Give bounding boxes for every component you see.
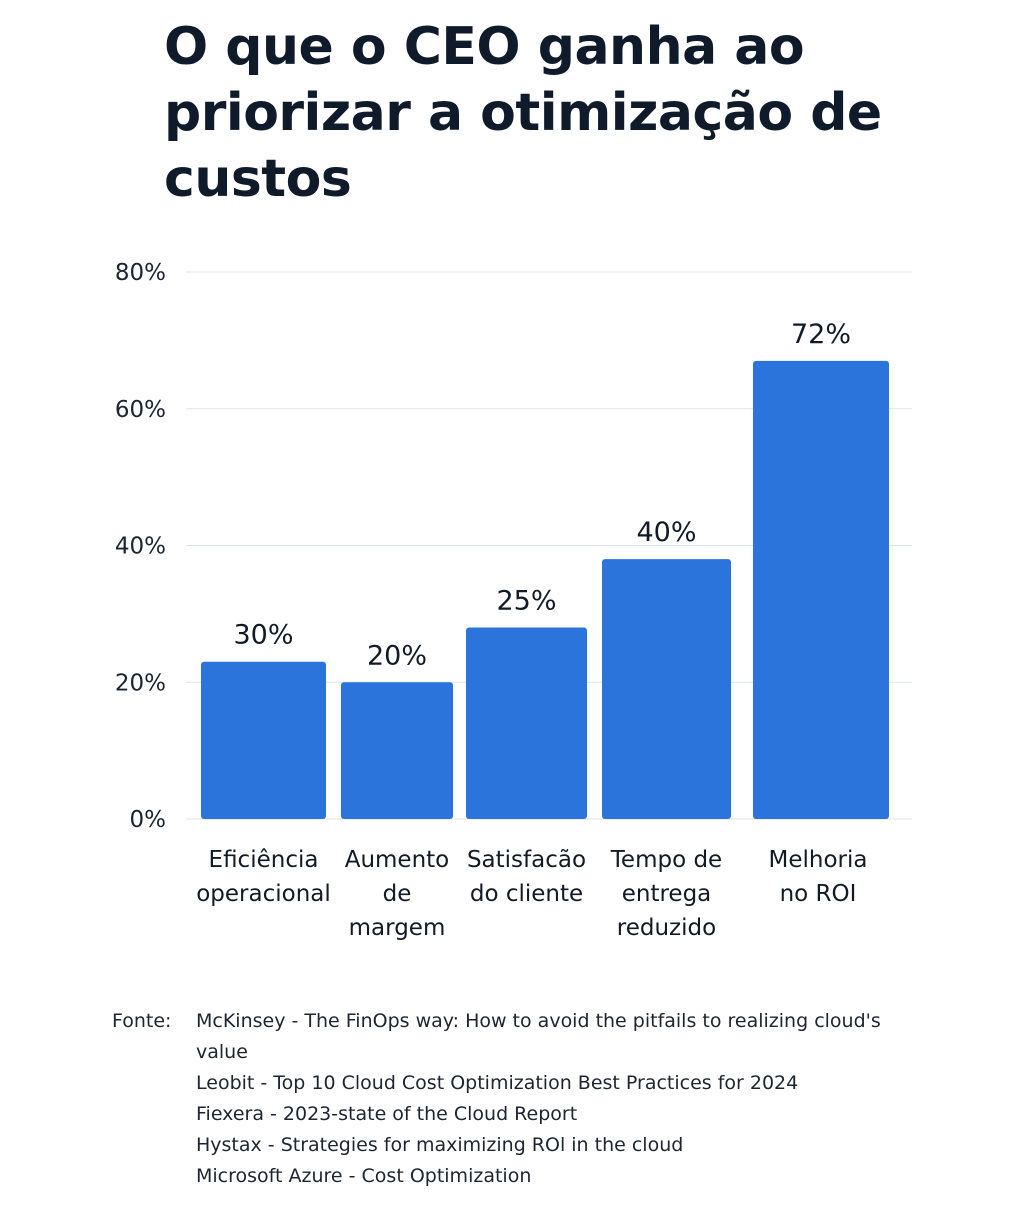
bar xyxy=(341,682,453,819)
y-tick-label: 80% xyxy=(115,260,166,286)
data-label: 25% xyxy=(496,586,556,617)
source-item: Leobit - Top 10 Cloud Cost Optimization … xyxy=(196,1072,799,1094)
x-category-label: Tempo de entrega reduzido xyxy=(610,847,722,941)
x-category-label: Melhoria no ROI xyxy=(769,847,868,907)
source-item: Hystax - Strategies for maximizing ROl i… xyxy=(196,1134,684,1156)
bar xyxy=(602,559,731,819)
chart-title: O que o CEO ganha ao priorizar a otimiza… xyxy=(164,17,882,209)
y-tick-label: 40% xyxy=(115,534,166,560)
bar-chart: 0% 20% 40% 60% 80% 30% Eficiência operacional 20… xyxy=(115,260,912,941)
bar xyxy=(466,627,587,819)
data-label: 30% xyxy=(233,620,293,651)
data-label: 20% xyxy=(367,640,427,671)
y-tick-label: 0% xyxy=(130,807,167,833)
source-label: Fonte: xyxy=(112,1010,172,1032)
source-list: McKinsey - The FinOps way: How to avoid … xyxy=(196,1006,936,1192)
x-category-label: Eficiência operacional xyxy=(196,847,331,907)
data-label: 40% xyxy=(636,517,696,548)
source-item: Fiexera - 2023-state of the Cloud Report xyxy=(196,1103,578,1125)
data-label: 72% xyxy=(791,319,851,350)
bar xyxy=(753,360,889,819)
source-item: Microsoft Azure - Cost Optimization xyxy=(196,1165,532,1187)
y-tick-label: 20% xyxy=(115,670,166,696)
y-tick-label: 60% xyxy=(115,397,166,423)
source-item: McKinsey - The FinOps way: How to avoid … xyxy=(196,1010,881,1063)
bar xyxy=(201,661,326,819)
x-category-label: Aumento de margem xyxy=(345,847,450,941)
x-category-label: Satisfacão do cliente xyxy=(467,847,586,907)
